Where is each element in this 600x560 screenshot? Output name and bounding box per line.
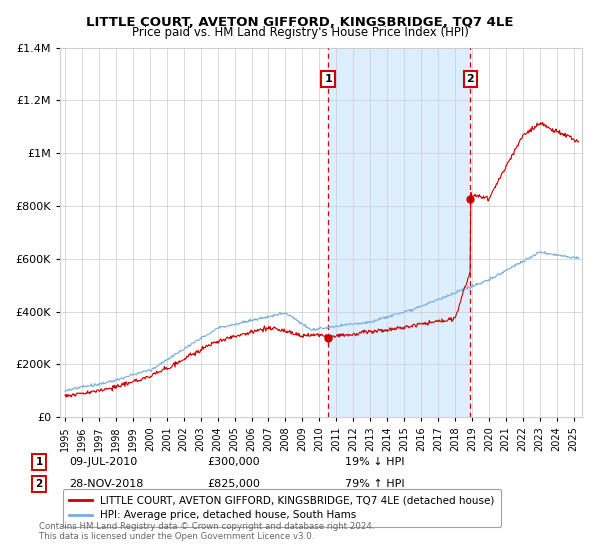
Text: 09-JUL-2010: 09-JUL-2010 [69,457,137,467]
Text: Contains HM Land Registry data © Crown copyright and database right 2024.
This d: Contains HM Land Registry data © Crown c… [39,522,374,542]
Text: Price paid vs. HM Land Registry's House Price Index (HPI): Price paid vs. HM Land Registry's House … [131,26,469,39]
Text: 1: 1 [324,74,332,84]
Text: 2: 2 [35,479,43,489]
Text: 19% ↓ HPI: 19% ↓ HPI [345,457,404,467]
Text: 1: 1 [35,457,43,467]
Text: LITTLE COURT, AVETON GIFFORD, KINGSBRIDGE, TQ7 4LE: LITTLE COURT, AVETON GIFFORD, KINGSBRIDG… [86,16,514,29]
Text: 79% ↑ HPI: 79% ↑ HPI [345,479,404,489]
Bar [328,48,470,417]
Text: £825,000: £825,000 [207,479,260,489]
Text: 2: 2 [466,74,474,84]
Legend: LITTLE COURT, AVETON GIFFORD, KINGSBRIDGE, TQ7 4LE (detached house), HPI: Averag: LITTLE COURT, AVETON GIFFORD, KINGSBRIDG… [62,489,501,526]
Text: 28-NOV-2018: 28-NOV-2018 [69,479,143,489]
Text: £300,000: £300,000 [207,457,260,467]
